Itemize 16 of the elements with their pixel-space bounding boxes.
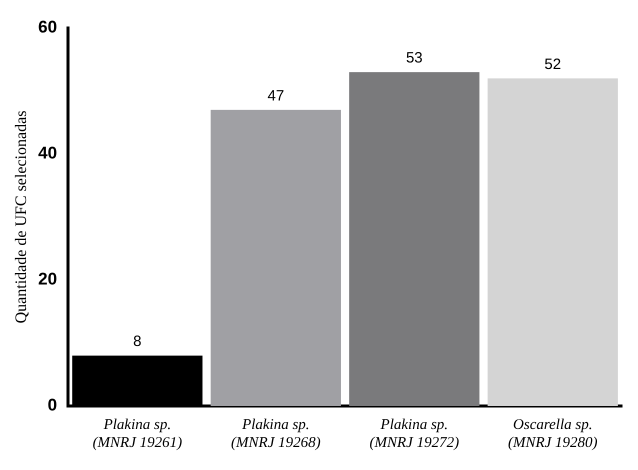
y-tick-label: 20 — [38, 270, 58, 289]
bar — [488, 78, 618, 406]
y-tick-label: 40 — [38, 144, 58, 163]
y-tick-label: 60 — [38, 18, 58, 37]
x-tick-label: Plakina sp. (MNRJ 19268) — [231, 416, 321, 451]
data-label: 52 — [544, 56, 562, 74]
bar — [210, 110, 341, 406]
x-tick-label: Plakina sp. (MNRJ 19272) — [370, 416, 460, 451]
data-label: 53 — [406, 50, 423, 67]
data-label: 8 — [133, 333, 142, 350]
y-axis-title: Quantidade de UFC selecionadas — [12, 110, 30, 324]
bar — [349, 72, 480, 406]
data-label: 47 — [267, 88, 284, 105]
x-tick-label: Oscarella sp. (MNRJ 19280) — [508, 416, 598, 451]
y-tick-label: 0 — [48, 396, 58, 415]
x-tick-label: Plakina sp. (MNRJ 19261) — [92, 416, 182, 451]
